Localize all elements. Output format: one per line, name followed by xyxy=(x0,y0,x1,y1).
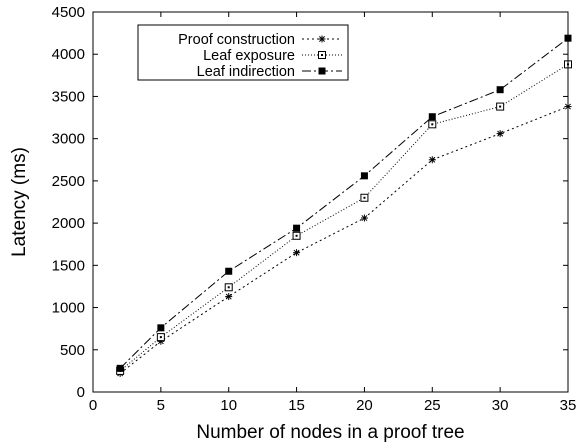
x-tick-label: 30 xyxy=(492,397,509,414)
data-point xyxy=(428,113,436,121)
series-line xyxy=(119,63,569,372)
marker-center xyxy=(499,105,502,108)
plot-frame xyxy=(92,11,569,393)
data-point xyxy=(496,130,504,138)
x-tick-label: 0 xyxy=(89,397,97,414)
marker-stroke xyxy=(361,215,368,222)
marker-center xyxy=(321,54,323,56)
marker-stroke xyxy=(225,293,232,300)
legend-label: Leaf indirection xyxy=(197,64,295,80)
x-tick-label: 15 xyxy=(288,397,305,414)
y-tick-label: 3000 xyxy=(52,131,85,148)
marker-stroke xyxy=(497,130,504,137)
data-point xyxy=(293,224,301,232)
data-point xyxy=(360,214,368,222)
marker-center xyxy=(431,123,434,126)
data-point xyxy=(360,193,369,202)
x-tick-label: 10 xyxy=(220,397,237,414)
legend-marker xyxy=(318,35,326,43)
legend-marker xyxy=(318,67,326,75)
data-point xyxy=(428,156,436,164)
y-tick-label: 3500 xyxy=(52,88,85,105)
x-tick-label: 20 xyxy=(356,397,373,414)
data-point xyxy=(360,172,368,180)
marker-center xyxy=(159,336,162,339)
y-tick-label: 2500 xyxy=(52,173,85,190)
marker-center xyxy=(363,196,366,199)
data-point xyxy=(496,102,505,111)
y-tick-label: 2000 xyxy=(52,215,85,232)
data-point xyxy=(225,293,233,301)
data-point xyxy=(292,231,301,240)
y-tick-label: 4500 xyxy=(52,4,85,21)
legend-label: Proof construction xyxy=(178,32,295,48)
marker-stroke xyxy=(429,156,436,163)
data-point xyxy=(428,120,437,129)
marker-center xyxy=(295,234,298,237)
series-line xyxy=(119,37,569,369)
x-axis-title: Number of nodes in a proof tree xyxy=(196,422,464,443)
axis-ticks: 0 5 10 15 20 25 30 35 0 500 1000 1500 2000 2500 3000 35… xyxy=(52,4,577,414)
y-tick-label: 1000 xyxy=(52,300,85,317)
y-axis-title: Latency (ms) xyxy=(9,147,30,257)
series-line xyxy=(119,106,569,374)
data-point xyxy=(225,267,233,275)
legend-box xyxy=(137,24,349,81)
legend-marker xyxy=(318,51,326,59)
y-tick-label: 1500 xyxy=(52,257,85,274)
data-point xyxy=(156,333,165,342)
data-point xyxy=(496,86,504,94)
x-tick-label: 35 xyxy=(560,397,577,414)
marker-center xyxy=(227,286,230,289)
data-point xyxy=(116,364,124,372)
marker-stroke xyxy=(293,249,300,256)
data-point xyxy=(224,283,233,292)
y-tick-label: 0 xyxy=(77,384,85,401)
data-point xyxy=(293,249,301,257)
y-tick-label: 500 xyxy=(60,342,85,359)
legend-label: Leaf exposure xyxy=(203,48,295,64)
y-tick-label: 4000 xyxy=(52,46,85,63)
marker-stroke xyxy=(319,36,325,42)
x-tick-label: 5 xyxy=(157,397,165,414)
x-tick-label: 25 xyxy=(424,397,441,414)
data-point xyxy=(157,324,165,332)
